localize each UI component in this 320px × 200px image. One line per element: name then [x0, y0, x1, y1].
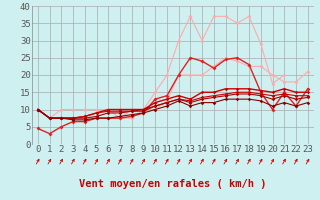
- X-axis label: Vent moyen/en rafales ( km/h ): Vent moyen/en rafales ( km/h ): [79, 179, 267, 189]
